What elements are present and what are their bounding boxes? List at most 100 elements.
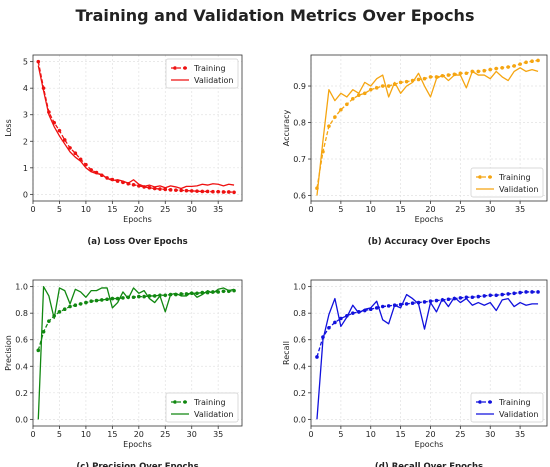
loss-xtick-label: 5: [57, 205, 62, 214]
accuracy-training-point: [380, 84, 385, 88]
loss-training-point: [84, 162, 88, 167]
recall-xtick-label: 25: [455, 430, 465, 439]
precision-training-point: [62, 307, 67, 312]
precision-validation-line: [37, 285, 235, 420]
accuracy-xaxis-label: Epochs: [415, 215, 444, 224]
recall-legend: Training Validation: [470, 392, 544, 423]
accuracy-training-point: [374, 86, 379, 90]
recall-training-point: [470, 295, 475, 300]
accuracy-training-point: [464, 71, 469, 76]
loss-training-point: [189, 189, 194, 193]
accuracy-ytick-label: 0.9: [293, 82, 306, 91]
precision-training-point: [152, 294, 157, 298]
accuracy-training-point: [404, 79, 409, 84]
recall-training-point: [327, 325, 331, 330]
loss-training-point: [36, 59, 41, 64]
loss-training-point: [184, 188, 189, 193]
loss-legend-box: [165, 58, 239, 89]
recall-training-point: [482, 294, 487, 298]
precision-training-point: [78, 302, 83, 306]
precision-legend-label: Training: [193, 398, 226, 407]
precision-yaxis-label: Precision: [4, 335, 13, 371]
recall-ytick-label: 0.6: [293, 336, 306, 345]
accuracy-training-point: [356, 93, 361, 97]
precision-training-point: [89, 299, 94, 304]
recall-training-line: [316, 291, 539, 358]
loss-xtick-label: 35: [213, 205, 223, 214]
figure-title: Training and Validation Metrics Over Epo…: [76, 6, 475, 25]
accuracy-training-point: [345, 102, 349, 107]
accuracy-xtick-label: 35: [515, 205, 525, 214]
accuracy-training-point: [428, 75, 433, 79]
recall-legend-label: Training: [498, 398, 531, 407]
recall-training-point: [518, 290, 522, 295]
loss-training-point: [168, 188, 173, 192]
loss-legend-label: Validation: [194, 76, 234, 85]
loss-legend-marker: [183, 66, 187, 70]
recall-training-point: [506, 292, 510, 296]
loss-ytick-label: 2: [23, 137, 28, 146]
precision-axes-frame: [32, 279, 243, 427]
accuracy-training-point: [530, 59, 534, 64]
loss-training-point: [200, 189, 205, 194]
loss-training-point: [205, 189, 210, 194]
recall-training-point: [536, 290, 540, 294]
loss-ytick-label: 1: [23, 164, 28, 173]
precision-ytick-label: 0.2: [15, 389, 28, 398]
recall-xtick-label: 10: [366, 430, 376, 439]
loss-training-point: [226, 190, 231, 194]
recall-legend-marker: [488, 400, 492, 404]
loss-training-point: [216, 189, 220, 194]
recall-training-point: [333, 320, 337, 325]
accuracy-training-point: [386, 84, 391, 88]
accuracy-training-point: [536, 58, 540, 63]
accuracy-training-point: [398, 80, 403, 85]
accuracy-ytick-label: 0.8: [293, 119, 306, 128]
loss-xtick-label: 15: [107, 205, 117, 214]
loss-training-point: [68, 146, 72, 150]
loss-legend: Training Validation: [165, 58, 239, 89]
loss-xtick-label: 0: [30, 205, 35, 214]
accuracy-xtick-label: 15: [396, 205, 406, 214]
precision-legend: Training Validation: [165, 392, 239, 423]
precision-training-point: [99, 298, 104, 302]
precision-training-point: [94, 298, 99, 303]
accuracy-xtick-label: 30: [485, 205, 495, 214]
loss-xtick-label: 30: [187, 205, 197, 214]
loss-validation-line: [37, 65, 235, 190]
accuracy-training-point: [476, 69, 481, 74]
accuracy-ytick-label: 0.7: [293, 155, 306, 164]
precision-xtick-label: 5: [57, 430, 62, 439]
recall-ytick-label: 0.4: [293, 362, 306, 371]
recall-training-point: [434, 298, 439, 303]
precision-legend-box: [165, 392, 239, 423]
accuracy-training-point: [446, 73, 451, 77]
accuracy-training-point: [416, 77, 421, 82]
precision-training-point: [84, 300, 88, 305]
precision-xaxis-label: Epochs: [123, 440, 152, 449]
recall-axes-frame: [310, 279, 548, 427]
recall-xtick-label: 30: [485, 430, 495, 439]
precision-xtick-label: 10: [81, 430, 91, 439]
recall-ytick-label: 0.0: [293, 415, 306, 424]
loss-training-point: [152, 186, 157, 191]
precision-training-point: [47, 319, 51, 323]
recall-legend-label: Validation: [499, 410, 539, 419]
precision-training-point: [216, 290, 220, 294]
recall-training-point: [476, 294, 481, 299]
recall-xaxis-label: Epochs: [415, 440, 444, 449]
precision-training-point: [110, 296, 115, 301]
precision-training-point: [142, 294, 146, 299]
recall-training-point: [464, 295, 469, 300]
accuracy-xtick-label: 25: [455, 205, 465, 214]
accuracy-legend-marker: [488, 175, 492, 179]
accuracy-training-point: [494, 66, 499, 71]
loss-training-point: [62, 138, 67, 142]
precision-training-point: [137, 294, 141, 299]
accuracy-xtick-label: 20: [425, 205, 435, 214]
accuracy-training-point: [512, 64, 516, 68]
accuracy-legend-marker: [478, 175, 482, 179]
recall-training-point: [500, 292, 504, 297]
loss-ytick-label: 5: [23, 58, 28, 67]
